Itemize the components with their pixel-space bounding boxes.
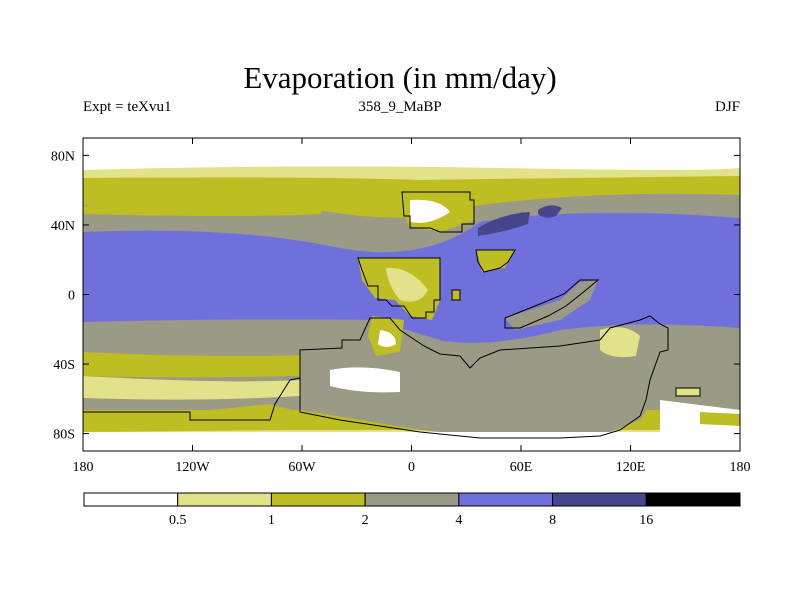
lon-tick-label: 120W xyxy=(175,460,210,475)
experiment-label: Expt = teXvu1 xyxy=(83,99,172,115)
lon-tick-label: 180 xyxy=(730,460,751,475)
contour-field xyxy=(83,138,740,451)
map-title: Evaporation (in mm/day) xyxy=(243,60,557,95)
period-label: 358_9_MaBP xyxy=(358,99,442,115)
colorbar-swatch xyxy=(270,492,366,507)
colorbar-label: 2 xyxy=(362,513,369,528)
map-axes: 180 120W 60W 0 60E 120E 180 80N 40N 0 40S 80S xyxy=(51,138,751,475)
lat-tick-label: 80S xyxy=(53,428,75,443)
colorbar-swatch xyxy=(552,492,647,507)
colorbar-label: 16 xyxy=(639,513,653,528)
lat-tick-label: 80N xyxy=(51,149,75,164)
colorbar-swatch xyxy=(458,492,554,507)
season-label: DJF xyxy=(714,99,740,115)
lon-tick-label: 180 xyxy=(73,460,94,475)
land-outlines xyxy=(83,191,701,439)
lat-tick-label: 40N xyxy=(51,219,75,234)
lon-tick-label: 120E xyxy=(616,460,646,475)
colorbar-label: 0.5 xyxy=(169,513,187,528)
colorbar: 0.5 1 2 4 8 16 xyxy=(83,492,741,528)
lon-tick-label: 0 xyxy=(408,460,415,475)
lon-tick-label: 60W xyxy=(288,460,316,475)
lat-tick-label: 0 xyxy=(68,289,75,304)
lat-tick-label: 40S xyxy=(53,358,75,373)
colorbar-swatch xyxy=(645,492,741,507)
colorbar-label: 4 xyxy=(455,513,462,528)
lon-tick-label: 60E xyxy=(510,460,533,475)
colorbar-swatch xyxy=(83,492,179,507)
colorbar-swatch xyxy=(177,492,272,507)
colorbar-label: 1 xyxy=(268,513,275,528)
colorbar-swatch xyxy=(364,492,460,507)
colorbar-label: 8 xyxy=(549,513,556,528)
